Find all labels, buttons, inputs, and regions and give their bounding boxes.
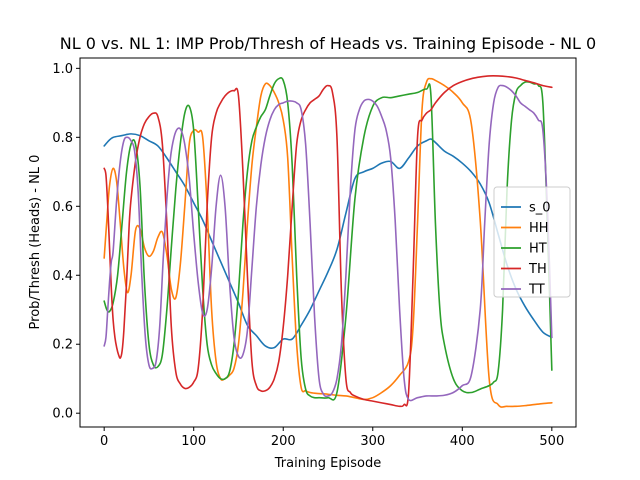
legend-label-tt: TT bbox=[528, 283, 545, 298]
legend-label-ht: HT bbox=[529, 242, 547, 257]
y-tick-label: 0.6 bbox=[52, 200, 73, 215]
x-tick-label: 200 bbox=[271, 434, 296, 449]
x-tick-label: 400 bbox=[450, 434, 475, 449]
legend-items: s_0 HH HT TH TT bbox=[501, 201, 551, 298]
series-line-s-0 bbox=[103, 133, 553, 349]
chart-title: NL 0 vs. NL 1: IMP Prob/Thresh of Heads … bbox=[60, 34, 596, 53]
legend-box bbox=[493, 186, 571, 298]
series-line-ht bbox=[103, 77, 553, 401]
legend-label-th: TH bbox=[528, 262, 547, 277]
y-tick-label: 1.0 bbox=[52, 62, 73, 77]
x-axis-title: Training Episode bbox=[274, 456, 381, 471]
x-tick-label: 100 bbox=[181, 434, 206, 449]
y-tick-label: 0.0 bbox=[52, 407, 73, 422]
x-axis: 0 100 200 300 400 500 bbox=[100, 427, 564, 449]
series-layer bbox=[103, 75, 553, 408]
y-tick-label: 0.4 bbox=[52, 269, 73, 284]
series-line-tt bbox=[103, 84, 553, 402]
legend-label-s-0: s_0 bbox=[529, 201, 551, 216]
series-line-th bbox=[103, 75, 553, 408]
axes-frame bbox=[79, 57, 577, 428]
legend-label-hh: HH bbox=[529, 221, 549, 236]
series-line-hh bbox=[103, 77, 553, 408]
plot-area bbox=[79, 57, 577, 428]
x-tick-label: 300 bbox=[360, 434, 385, 449]
y-tick-label: 0.8 bbox=[52, 131, 73, 146]
legend: s_0 HH HT TH TT bbox=[493, 186, 571, 298]
y-tick-label: 0.2 bbox=[52, 338, 73, 353]
y-axis: 0.0 0.2 0.4 0.6 0.8 1.0 bbox=[52, 62, 80, 422]
x-tick-label: 0 bbox=[100, 434, 108, 449]
y-axis-title: Prob/Thresh (Heads) - NL 0 bbox=[28, 155, 43, 330]
x-tick-label: 500 bbox=[539, 434, 564, 449]
